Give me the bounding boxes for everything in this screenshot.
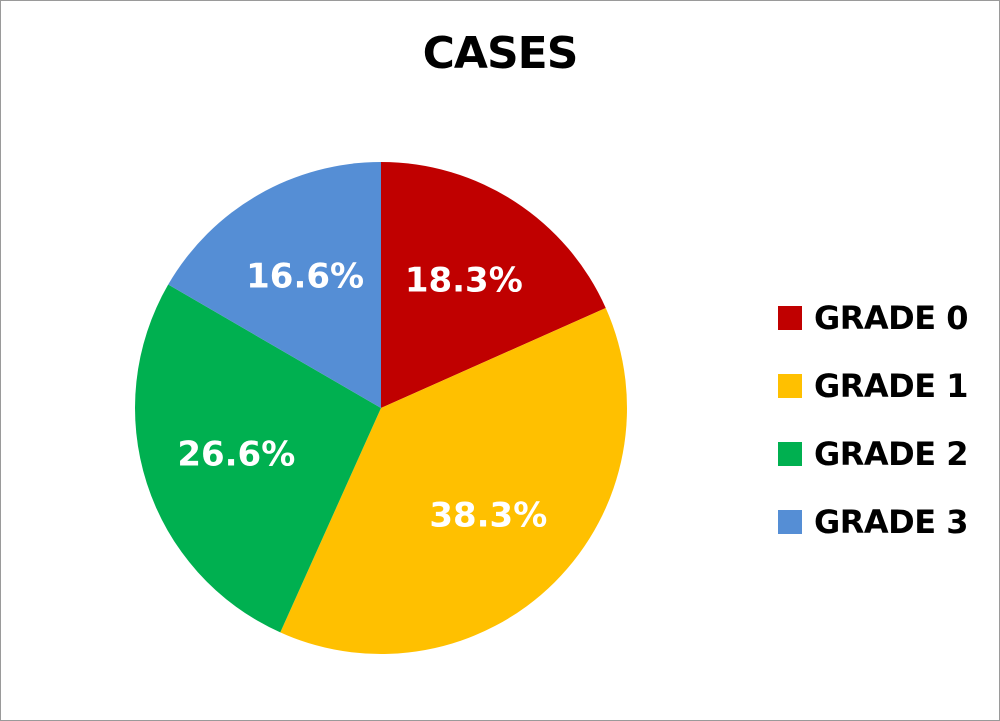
legend-item-grade-1: GRADE 1 bbox=[778, 352, 969, 420]
slice-label: 26.6% bbox=[177, 435, 295, 475]
legend-label: GRADE 1 bbox=[814, 367, 969, 405]
pie-slice-grade-1 bbox=[280, 307, 627, 654]
legend-label: GRADE 3 bbox=[814, 503, 969, 541]
slice-label: 16.6% bbox=[246, 256, 364, 296]
legend-swatch bbox=[778, 306, 802, 330]
legend-label: GRADE 2 bbox=[814, 435, 969, 473]
slice-label: 38.3% bbox=[429, 496, 547, 536]
legend-swatch bbox=[778, 374, 802, 398]
legend-item-grade-3: GRADE 3 bbox=[778, 488, 969, 556]
pie-slice-grade-3 bbox=[168, 162, 381, 408]
chart-title: CASES bbox=[422, 28, 579, 79]
pie-slice-grade-0 bbox=[381, 162, 606, 408]
pie-slice-grade-2 bbox=[135, 284, 381, 633]
legend-label: GRADE 0 bbox=[814, 299, 969, 337]
slice-label: 18.3% bbox=[405, 261, 523, 301]
legend-swatch bbox=[778, 442, 802, 466]
legend: GRADE 0 GRADE 1 GRADE 2 GRADE 3 bbox=[778, 284, 969, 556]
legend-swatch bbox=[778, 510, 802, 534]
pie-slice-labels: 18.3% 38.3% 26.6% 16.6% bbox=[177, 256, 547, 535]
legend-item-grade-2: GRADE 2 bbox=[778, 420, 969, 488]
legend-item-grade-0: GRADE 0 bbox=[778, 284, 969, 352]
pie-slices bbox=[135, 162, 627, 654]
